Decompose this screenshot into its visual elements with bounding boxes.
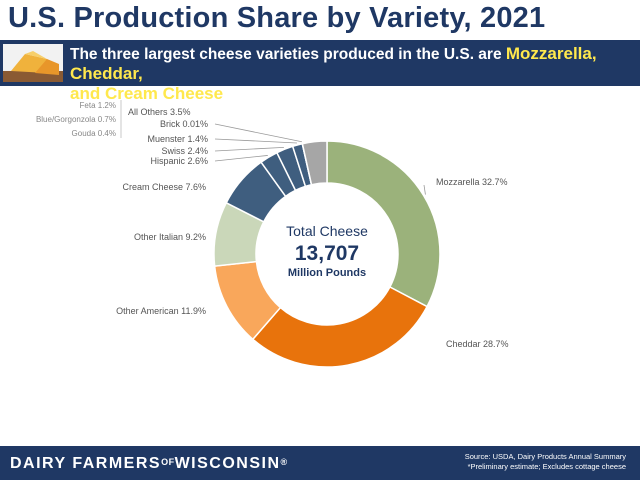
slice-labels: Mozzarella 32.7% Cheddar 28.7% Other Ameri… (36, 101, 509, 349)
leader-line-muenster (214, 138, 297, 144)
slice-label-hispanic: Hispanic 2.6% (150, 156, 208, 166)
page-title: U.S. Production Share by Variety, 2021 (8, 2, 546, 34)
slice-all-others (301, 140, 328, 186)
leader-line-hispanic (214, 155, 268, 162)
leader-lines (120, 100, 426, 195)
center-total-value: 13,707 (295, 242, 359, 265)
breakdown-label-feta: Feta 1.2% (80, 101, 116, 110)
slice-label-cheddar: Cheddar 28.7% (446, 339, 509, 349)
center-caption: Total Cheese (286, 223, 368, 239)
slice-label-other-american: Other American 11.9% (116, 306, 206, 316)
brand-logo: DAIRY FARMERSOFWISCONSIN® (10, 455, 288, 472)
headline-highlight-1: Mozzarella, Cheddar, (70, 44, 597, 83)
slice-label-other-italian: Other Italian 9.2% (134, 232, 206, 242)
donut-slices (213, 140, 441, 368)
leader-line-mozzarella (423, 184, 426, 195)
slice-label-mozzarella: Mozzarella 32.7% (436, 177, 508, 187)
leader-line-brick (214, 123, 302, 143)
source-footnote: *Preliminary estimate; Excludes cottage … (467, 462, 626, 471)
leader-line-swiss (214, 146, 284, 152)
slice-label-swiss: Swiss 2.4% (161, 146, 208, 156)
slice-label-muenster: Muenster 1.4% (147, 134, 208, 144)
center-unit: Million Pounds (288, 267, 366, 279)
source-line: Source: USDA, Dairy Products Annual Summ… (464, 452, 626, 461)
slice-label-brick: Brick 0.01% (160, 119, 208, 129)
slice-mozzarella (326, 140, 441, 308)
cheese-wedge-icon (3, 44, 63, 82)
breakdown-label-blue-gorgonzola: Blue/Gorgonzola 0.7% (36, 115, 116, 124)
headline-text: The three largest cheese varieties produ… (70, 44, 636, 104)
headline-prefix: The three largest cheese varieties produ… (70, 46, 502, 63)
footer-bar: DAIRY FARMERSOFWISCONSIN® Source: USDA, … (0, 446, 640, 480)
slice-label-all-others: All Others 3.5% (128, 107, 191, 117)
donut-chart: Mozzarella 32.7% Cheddar 28.7% Other Ameri… (36, 100, 509, 368)
slice-label-cream-cheese: Cream Cheese 7.6% (122, 182, 206, 192)
headline-banner: The three largest cheese varieties produ… (0, 40, 640, 103)
breakdown-label-gouda: Gouda 0.4% (72, 129, 116, 138)
slice-cheddar (251, 286, 429, 368)
source-note: Source: USDA, Dairy Products Annual Summ… (465, 452, 626, 472)
headline-highlight-2: and Cream Cheese (70, 84, 224, 103)
